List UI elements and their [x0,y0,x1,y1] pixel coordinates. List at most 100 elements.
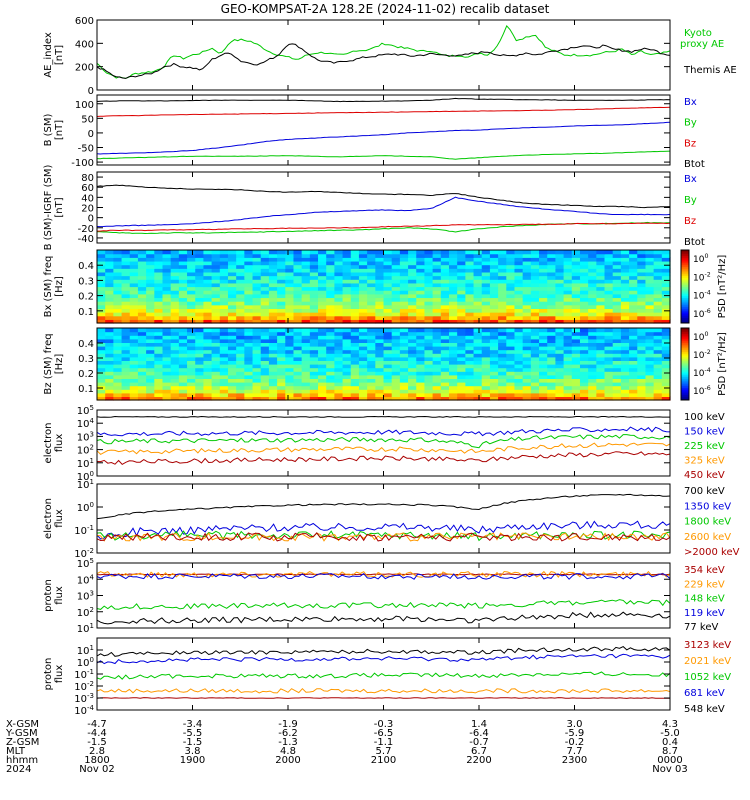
heatmap-cell [522,378,532,383]
heatmap-cell [129,297,139,302]
heatmap-cell [514,304,524,309]
heatmap-cell [448,367,458,372]
heatmap-cell [309,260,319,266]
heatmap-cell [448,286,458,291]
heatmap-cell [530,301,540,306]
heatmap-cell [252,328,262,333]
heatmap-cell [203,338,213,343]
heatmap-cell [375,328,385,333]
heatmap-cell [416,396,426,401]
heatmap-cell [195,331,205,336]
heatmap-cell [137,328,147,333]
heatmap-cell [350,342,360,347]
heatmap-cell [588,319,597,324]
heatmap-cell [399,268,409,273]
heatmap-cell [97,271,106,277]
colorbar-frame [680,327,690,401]
heatmap-cell [358,275,368,280]
heatmap-cell [178,279,188,284]
heatmap-cell [539,304,548,309]
heatmap-cell [637,253,647,258]
heatmap-cell [162,331,172,336]
heatmap-cell [481,260,491,266]
heatmap-cell [334,396,344,401]
heatmap-cell [367,282,376,288]
heatmap-cell [514,382,524,387]
heatmap-cell [629,360,638,365]
x-axis-row-label: Y-GSM [5,728,38,739]
heatmap-cell [227,392,237,397]
heatmap-cell [604,385,614,390]
heatmap-cell [121,290,131,295]
heatmap-cell [252,396,262,401]
heatmap-cell [97,349,106,354]
heatmap-cell [514,353,524,358]
heatmap-cell [506,342,516,347]
heatmap-cell [498,328,507,333]
heatmap-cell [555,353,565,358]
heatmap-cell [629,304,638,309]
heatmap-cell [293,297,303,302]
heatmap-cell [498,349,507,354]
heatmap-cell [227,260,237,266]
heatmap-cell [506,257,516,262]
heatmap-cell [358,290,368,295]
series-line-100kev [96,415,670,418]
series-line-150kev [96,426,671,437]
heatmap-cell [252,356,262,361]
heatmap-cell [432,304,442,309]
heatmap-cell [432,349,442,354]
heatmap-cell [457,282,466,288]
heatmap-cell [588,312,597,317]
heatmap-cell [318,349,327,354]
heatmap-cell [195,282,205,288]
heatmap-cell [653,297,663,302]
heatmap-cell [170,301,180,306]
heatmap-cell [571,364,581,369]
heatmap-cell [391,286,401,291]
x-axis-value: -1.9 [278,719,298,730]
heatmap-cell [162,301,172,306]
heatmap-cell [612,356,622,361]
heatmap-cell [645,396,655,401]
heatmap-cell [596,353,606,358]
heatmap-cell [146,342,155,347]
heatmap-cell [219,250,229,255]
heatmap-cell [399,364,409,369]
heatmap-cell [522,382,532,387]
heatmap-cell [489,364,499,369]
heatmap-cell [285,308,295,313]
heatmap-cell [129,338,139,343]
heatmap-cell [448,260,458,266]
heatmap-cell [252,253,262,258]
heatmap-cell [604,293,614,299]
heatmap-cell [637,342,647,347]
heatmap-cell [129,286,139,291]
heatmap-cell [481,312,491,317]
heatmap-cell [318,342,327,347]
heatmap-cell [342,360,352,365]
heatmap-cell [473,282,483,288]
heatmap-cell [342,342,352,347]
heatmap-cell [448,389,458,394]
legend-entry: 150 keV [684,427,725,438]
heatmap-cell [408,374,417,379]
heatmap-cell [465,385,475,390]
heatmap-cell [579,392,589,397]
heatmap-cell [358,308,368,313]
heatmap-cell [375,271,385,277]
heatmap-cell [211,342,221,347]
heatmap-cell [579,385,589,390]
heatmap-cell [563,378,573,383]
heatmap-cell [137,378,147,383]
heatmap-cell [260,312,270,317]
heatmap-cell [375,308,385,313]
heatmap-cell [506,382,516,387]
legend-entry: Bz [684,138,696,149]
heatmap-cell [244,257,254,262]
heatmap-cell [375,319,385,324]
heatmap-cell [424,342,434,347]
heatmap-cell [187,297,196,302]
heatmap-cell [121,275,131,280]
